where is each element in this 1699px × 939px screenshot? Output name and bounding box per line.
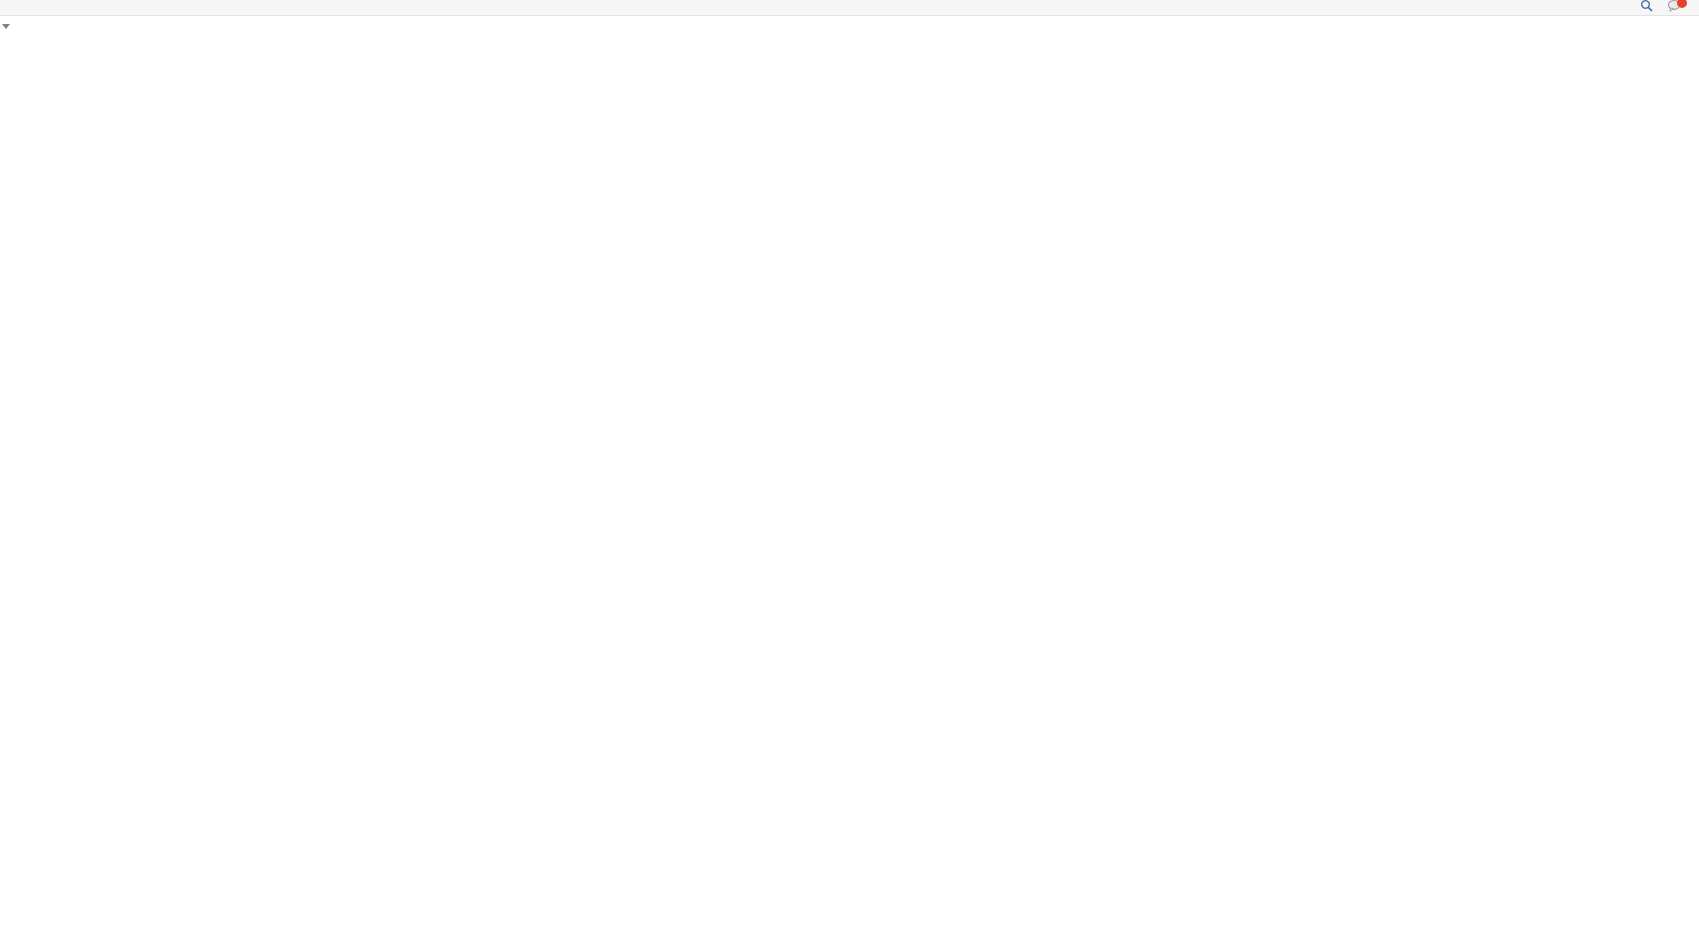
- symbol-dropdown-icon[interactable]: [2, 24, 10, 29]
- notification-badge: [1677, 0, 1687, 8]
- main-toolbar: [0, 0, 1699, 16]
- notifications-icon[interactable]: [1667, 0, 1687, 17]
- search-icon[interactable]: [1640, 0, 1653, 17]
- toolbar-right: [1640, 0, 1687, 17]
